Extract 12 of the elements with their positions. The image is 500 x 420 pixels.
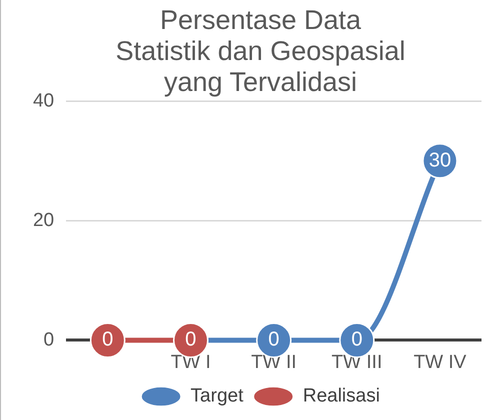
chart-title: Persentase Data Statistik dan Geospasial yang Tervalidasi — [116, 4, 406, 98]
data-label: 0 — [351, 328, 362, 351]
data-label: 0 — [268, 328, 280, 351]
legend-label: Realisasi — [302, 386, 380, 407]
data-label: 30 — [428, 149, 452, 172]
y-tick-label: 40 — [32, 90, 54, 112]
data-label: 0 — [102, 328, 114, 351]
y-tick-label: 0 — [44, 329, 54, 350]
x-tick-label: TW IV — [414, 352, 467, 373]
legend-label: Target — [190, 386, 244, 407]
y-tick-label: 20 — [32, 210, 54, 231]
data-label: 0 — [185, 328, 196, 351]
